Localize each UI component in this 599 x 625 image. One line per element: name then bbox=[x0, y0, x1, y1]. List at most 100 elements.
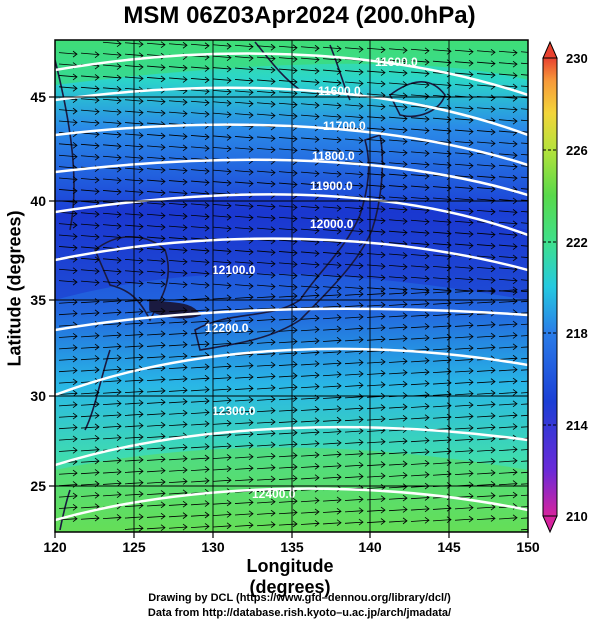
wind-arrow bbox=[278, 509, 298, 516]
wind-arrow bbox=[80, 389, 100, 396]
wind-arrow bbox=[388, 138, 408, 145]
wind-arrow bbox=[212, 511, 232, 518]
wind-arrow bbox=[58, 401, 78, 409]
wind-arrow bbox=[410, 81, 430, 89]
wind-arrow bbox=[300, 337, 320, 345]
wind-arrow bbox=[432, 47, 452, 55]
wind-arrow bbox=[498, 446, 518, 453]
wind-arrow bbox=[146, 524, 166, 531]
wind-arrow bbox=[58, 73, 78, 81]
wind-arrow bbox=[300, 508, 320, 516]
wind-arrow bbox=[476, 60, 496, 67]
y-tick-labels: 45 40 35 30 25 bbox=[30, 89, 46, 494]
wind-arrow bbox=[344, 313, 364, 321]
wind-arrow bbox=[234, 54, 254, 62]
wind-arrow bbox=[146, 144, 166, 151]
wind-arrow bbox=[278, 372, 298, 380]
x-axis-label: Longitude (degrees) bbox=[246, 556, 334, 597]
wind-arrow bbox=[520, 414, 528, 417]
wind-arrow bbox=[388, 494, 408, 502]
wind-arrow bbox=[344, 461, 364, 469]
wind-arrow bbox=[410, 47, 430, 55]
wind-arrow bbox=[476, 48, 496, 56]
wind-arrow bbox=[212, 259, 232, 267]
wind-arrow bbox=[278, 361, 298, 368]
x-tick-label: 135 bbox=[280, 539, 304, 555]
wind-arrow bbox=[190, 247, 210, 255]
wind-arrow bbox=[498, 377, 518, 385]
wind-arrow bbox=[212, 465, 232, 473]
wind-arrow bbox=[102, 40, 122, 48]
wind-arrow bbox=[498, 400, 518, 408]
wind-arrow bbox=[410, 368, 430, 376]
wind-arrow bbox=[476, 401, 496, 408]
wind-arrow bbox=[454, 48, 474, 56]
wind-arrow bbox=[388, 195, 408, 202]
wind-arrow bbox=[454, 413, 474, 420]
wind-arrow bbox=[168, 398, 188, 405]
wind-arrow bbox=[300, 284, 320, 291]
wind-arrow bbox=[102, 108, 122, 116]
wind-arrow bbox=[454, 378, 474, 386]
wind-arrow bbox=[146, 353, 166, 360]
wind-arrow bbox=[454, 367, 474, 375]
wind-arrow bbox=[168, 478, 188, 485]
wind-arrow bbox=[58, 187, 78, 195]
wind-arrow bbox=[344, 381, 364, 389]
wind-arrow bbox=[498, 49, 518, 57]
wind-arrow bbox=[168, 443, 188, 451]
wind-arrow bbox=[322, 205, 342, 212]
wind-arrow bbox=[432, 322, 452, 330]
wind-arrow bbox=[168, 212, 188, 220]
wind-arrow bbox=[58, 244, 78, 252]
wind-arrow bbox=[212, 282, 232, 289]
wind-arrow bbox=[58, 310, 78, 317]
wind-arrow bbox=[388, 103, 408, 111]
wind-arrow bbox=[410, 70, 430, 77]
wind-arrow bbox=[234, 453, 254, 461]
wind-arrow bbox=[498, 72, 518, 79]
wind-arrow bbox=[476, 423, 496, 431]
wind-arrow bbox=[410, 172, 430, 180]
wind-arrow bbox=[80, 267, 100, 275]
wind-arrow bbox=[520, 460, 528, 462]
wind-arrow bbox=[212, 99, 232, 107]
wind-arrow bbox=[432, 253, 452, 260]
wind-arrow bbox=[498, 163, 518, 171]
wind-arrow bbox=[58, 267, 78, 275]
wind-arrow bbox=[80, 491, 100, 499]
wind-arrow bbox=[454, 208, 474, 215]
wind-arrow bbox=[300, 474, 320, 482]
wind-arrow bbox=[212, 88, 232, 96]
wind-arrow bbox=[322, 262, 342, 269]
wind-arrow bbox=[520, 403, 528, 405]
wind-arrow bbox=[168, 318, 188, 326]
wind-arrow bbox=[80, 355, 100, 362]
wind-arrow bbox=[58, 278, 78, 286]
wind-arrow bbox=[388, 183, 408, 191]
wind-arrow bbox=[146, 155, 166, 163]
wind-arrow bbox=[432, 161, 452, 169]
wind-arrow bbox=[322, 439, 342, 447]
wind-arrow bbox=[168, 224, 188, 231]
wind-arrow bbox=[256, 521, 276, 528]
wind-arrow bbox=[146, 109, 166, 117]
wind-arrow bbox=[168, 329, 188, 337]
wind-arrow bbox=[256, 293, 276, 300]
x-tick-label: 140 bbox=[358, 539, 382, 555]
wind-arrow bbox=[58, 446, 78, 454]
wind-arrow bbox=[102, 211, 122, 219]
wind-arrow bbox=[344, 182, 364, 190]
wind-arrow bbox=[388, 517, 408, 525]
wind-arrow bbox=[520, 279, 528, 281]
wind-arrow bbox=[278, 67, 298, 74]
wind-arrow bbox=[410, 115, 430, 123]
wind-arrow bbox=[146, 467, 166, 474]
wind-arrow bbox=[256, 395, 276, 403]
wind-arrow bbox=[344, 205, 364, 213]
wind-arrow bbox=[80, 298, 100, 305]
wind-arrow bbox=[454, 82, 474, 90]
wind-arrow bbox=[80, 85, 100, 93]
wind-arrow bbox=[190, 329, 210, 336]
wind-arrow bbox=[212, 397, 232, 404]
